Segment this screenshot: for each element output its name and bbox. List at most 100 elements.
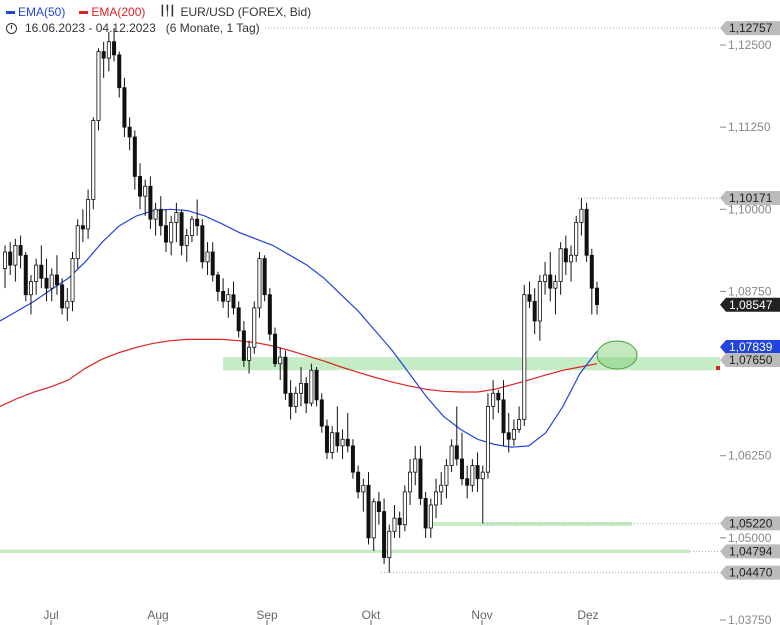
candle: [179, 209, 184, 256]
candle-body: [241, 330, 246, 361]
candle-body: [517, 419, 522, 430]
candle: [459, 432, 464, 486]
candle-body: [434, 491, 439, 506]
price-tag: 1,05220: [720, 516, 780, 531]
candle-body: [387, 530, 392, 558]
candle-body: [319, 399, 324, 427]
candle-body: [252, 307, 257, 348]
candle: [371, 498, 376, 551]
candle: [376, 491, 381, 525]
candle-body: [511, 429, 516, 440]
candle: [215, 271, 220, 302]
candle-body: [309, 369, 314, 404]
candle-body: [70, 258, 75, 302]
candle-body: [574, 222, 579, 256]
candle-body: [589, 254, 594, 289]
candle: [366, 472, 371, 545]
price-tag: 1,04794: [720, 544, 780, 559]
candle: [44, 258, 49, 302]
candle: [527, 281, 532, 308]
x-tick-label: Dez: [577, 608, 598, 622]
x-tick-label: Nov: [471, 608, 492, 622]
candle-body: [459, 458, 464, 480]
candle: [595, 281, 600, 315]
support-zones: [0, 357, 720, 553]
candle-body: [273, 333, 278, 365]
candle: [122, 77, 127, 137]
candle: [589, 248, 594, 315]
candle-body: [153, 208, 158, 220]
candle-body: [558, 248, 563, 282]
candle: [449, 439, 454, 473]
candle: [293, 386, 298, 413]
price-level-lines: [265, 27, 720, 574]
candle-body: [262, 258, 267, 296]
candle: [60, 278, 65, 315]
candle: [174, 202, 179, 243]
candle-body: [335, 432, 340, 447]
candle: [34, 258, 39, 295]
price-tag: 1,12757: [720, 21, 780, 36]
candle-body: [101, 51, 106, 59]
candle: [350, 439, 355, 479]
candle-body: [548, 274, 553, 289]
y-tick-label: 1,11250: [728, 120, 771, 134]
y-tick-label: 1,05000: [728, 531, 772, 545]
candle: [80, 209, 85, 243]
candle: [127, 117, 132, 151]
candle: [184, 229, 189, 262]
period-label: (6 Monate, 1 Tag): [165, 21, 260, 35]
candle-body: [86, 199, 91, 230]
candle: [278, 347, 283, 381]
candle-body: [189, 218, 194, 236]
candle: [65, 288, 70, 321]
candle: [319, 393, 324, 433]
y-tick-label: 1,08750: [728, 284, 772, 298]
candle: [96, 48, 101, 131]
candle-body: [122, 87, 127, 128]
candle-body: [210, 251, 215, 276]
legend-ema50: EMA(50): [6, 4, 65, 20]
candle: [314, 367, 319, 407]
candle: [200, 219, 205, 269]
candle: [75, 219, 80, 269]
candle: [143, 179, 148, 216]
candle: [506, 413, 511, 453]
candle-body: [257, 258, 262, 309]
candle: [23, 252, 28, 302]
clock-icon: [6, 22, 17, 34]
candle-body: [470, 465, 475, 486]
candles: [3, 27, 600, 573]
price-tag-box: [720, 516, 780, 531]
candle: [49, 268, 54, 302]
candle: [428, 498, 433, 538]
ema-lines: [0, 208, 598, 448]
price-tag-label: 1,05220: [729, 516, 773, 530]
candle-body: [195, 218, 200, 227]
candle-body: [226, 294, 231, 302]
candle-body: [283, 356, 288, 394]
candlestick-icon: ┃╿┃: [159, 6, 175, 17]
candle-body: [23, 254, 28, 296]
price-tag-label: 1,10171: [729, 191, 773, 205]
legend-ema200: EMA(200): [79, 4, 145, 20]
candle: [257, 252, 262, 318]
y-tick-label: 1,10000: [728, 202, 772, 216]
candle: [444, 459, 449, 499]
candle-body: [288, 392, 293, 407]
candle: [574, 215, 579, 262]
candle-body: [350, 445, 355, 473]
candle: [163, 209, 168, 252]
candle: [205, 242, 210, 275]
candle: [267, 288, 272, 341]
candle-body: [356, 471, 361, 493]
candle-body: [480, 471, 485, 480]
candle: [324, 419, 329, 459]
ema50-swatch: [6, 11, 15, 15]
candle-body: [138, 176, 143, 197]
candle-body: [80, 225, 85, 230]
candle-body: [132, 136, 137, 177]
candle: [558, 242, 563, 295]
candle-body: [506, 432, 511, 440]
